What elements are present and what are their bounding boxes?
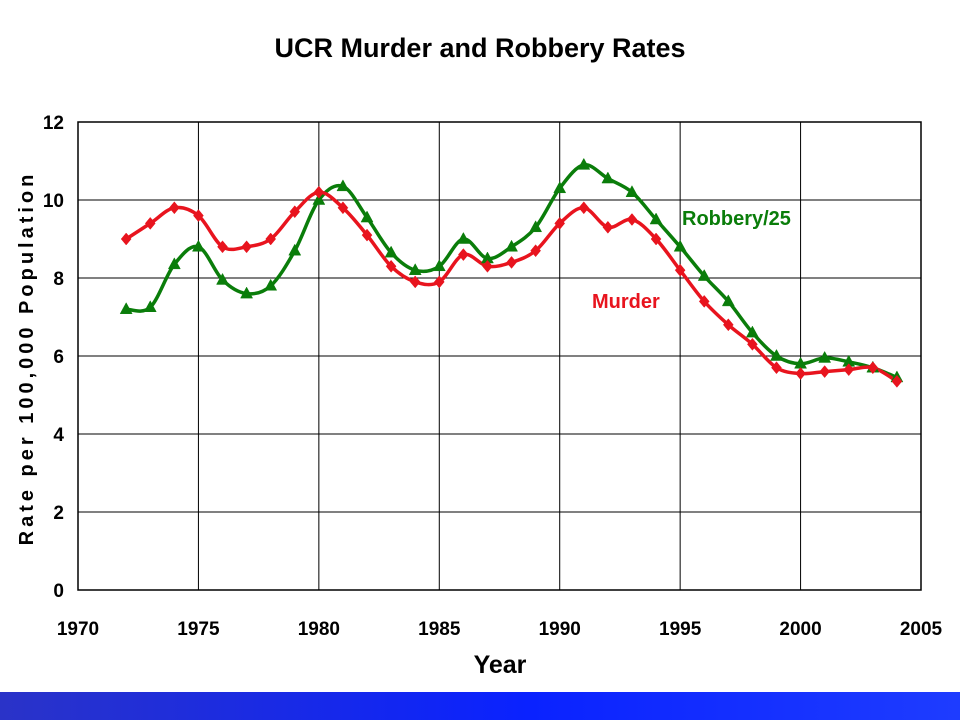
data-point-robbery-25 <box>360 210 374 223</box>
data-point-murder <box>144 217 156 230</box>
y-tick-label: 6 <box>53 347 64 368</box>
data-point-murder <box>482 259 493 273</box>
data-point-robbery-25 <box>625 185 639 197</box>
series-label-murder: Murder <box>592 291 660 313</box>
y-tick-label: 12 <box>43 113 64 134</box>
data-point-murder <box>722 318 734 332</box>
data-point-robbery-25 <box>432 259 446 272</box>
data-point-murder <box>747 337 758 351</box>
x-tick-label: 1990 <box>539 619 581 640</box>
slide-footer-bar <box>0 692 960 720</box>
data-point-murder <box>241 240 252 254</box>
series-markers <box>119 157 904 388</box>
y-tick-labels: 0 2 4 6 8 10 12 <box>43 113 65 602</box>
data-point-robbery-25 <box>673 239 687 252</box>
data-point-murder <box>265 232 277 246</box>
x-tick-labels: 1970 1975 1980 1985 1990 1995 2000 2005 <box>57 619 943 640</box>
data-point-murder <box>409 275 421 289</box>
series-label-robbery: Robbery/25 <box>682 208 791 230</box>
data-point-robbery-25 <box>649 212 663 225</box>
data-point-murder <box>289 205 301 219</box>
data-point-robbery-25 <box>505 239 518 252</box>
data-point-murder <box>554 217 566 230</box>
data-point-murder <box>698 295 710 308</box>
data-point-robbery-25 <box>553 181 567 194</box>
data-point-robbery-25 <box>529 220 543 233</box>
data-point-murder <box>867 361 879 375</box>
data-point-murder <box>578 201 590 215</box>
data-point-murder <box>843 363 855 377</box>
data-point-murder <box>313 185 325 199</box>
x-tick-label: 1985 <box>418 619 461 640</box>
data-point-robbery-25 <box>601 171 615 184</box>
data-point-robbery-25 <box>745 325 759 338</box>
data-point-robbery-25 <box>312 192 326 205</box>
data-point-murder <box>433 275 445 289</box>
data-point-murder <box>193 209 204 222</box>
data-point-robbery-25 <box>119 302 133 314</box>
data-point-murder <box>530 244 541 258</box>
x-axis-label: Year <box>474 651 527 679</box>
y-tick-label: 2 <box>53 503 64 524</box>
x-tick-label: 1980 <box>298 619 340 640</box>
data-point-robbery-25 <box>240 286 254 299</box>
data-point-murder <box>795 367 806 380</box>
data-point-murder <box>361 228 373 242</box>
data-point-murder <box>771 361 782 375</box>
data-point-robbery-25 <box>384 245 398 258</box>
data-point-murder <box>602 220 614 234</box>
y-tick-label: 0 <box>53 581 64 602</box>
data-point-murder <box>458 248 469 261</box>
data-point-murder <box>506 256 517 269</box>
data-point-robbery-25 <box>456 231 470 244</box>
x-tick-label: 1995 <box>659 619 702 640</box>
y-tick-label: 8 <box>53 269 64 290</box>
data-point-murder <box>891 374 903 388</box>
data-point-robbery-25 <box>408 263 422 275</box>
data-point-robbery-25 <box>216 272 229 285</box>
data-point-robbery-25 <box>721 294 735 307</box>
data-point-murder <box>626 213 638 226</box>
data-point-robbery-25 <box>818 350 832 363</box>
data-point-murder <box>819 365 830 378</box>
x-tick-label: 1975 <box>177 619 220 640</box>
data-point-robbery-25 <box>167 257 181 270</box>
data-point-murder <box>169 201 180 215</box>
x-tick-label: 2005 <box>900 619 943 640</box>
chart-title: UCR Murder and Robbery Rates <box>274 33 685 63</box>
data-point-murder <box>120 232 132 246</box>
data-point-robbery-25 <box>264 278 278 291</box>
data-point-murder <box>217 240 228 254</box>
data-point-murder <box>674 263 686 277</box>
data-point-murder <box>337 201 349 215</box>
data-point-murder <box>385 259 397 273</box>
data-point-robbery-25 <box>577 157 591 170</box>
data-point-robbery-25 <box>143 300 157 312</box>
data-point-robbery-25 <box>770 348 783 361</box>
y-axis-label: Rate per 100,000 Population <box>16 171 38 546</box>
x-tick-label: 1970 <box>57 619 99 640</box>
data-point-robbery-25 <box>192 239 205 252</box>
gridlines <box>78 122 921 590</box>
data-point-robbery-25 <box>288 243 302 256</box>
x-tick-label: 2000 <box>779 619 821 640</box>
y-tick-label: 4 <box>53 425 64 446</box>
data-point-robbery-25 <box>336 179 350 192</box>
data-point-robbery-25 <box>697 269 711 281</box>
y-tick-label: 10 <box>43 191 64 212</box>
data-point-murder <box>650 232 662 246</box>
